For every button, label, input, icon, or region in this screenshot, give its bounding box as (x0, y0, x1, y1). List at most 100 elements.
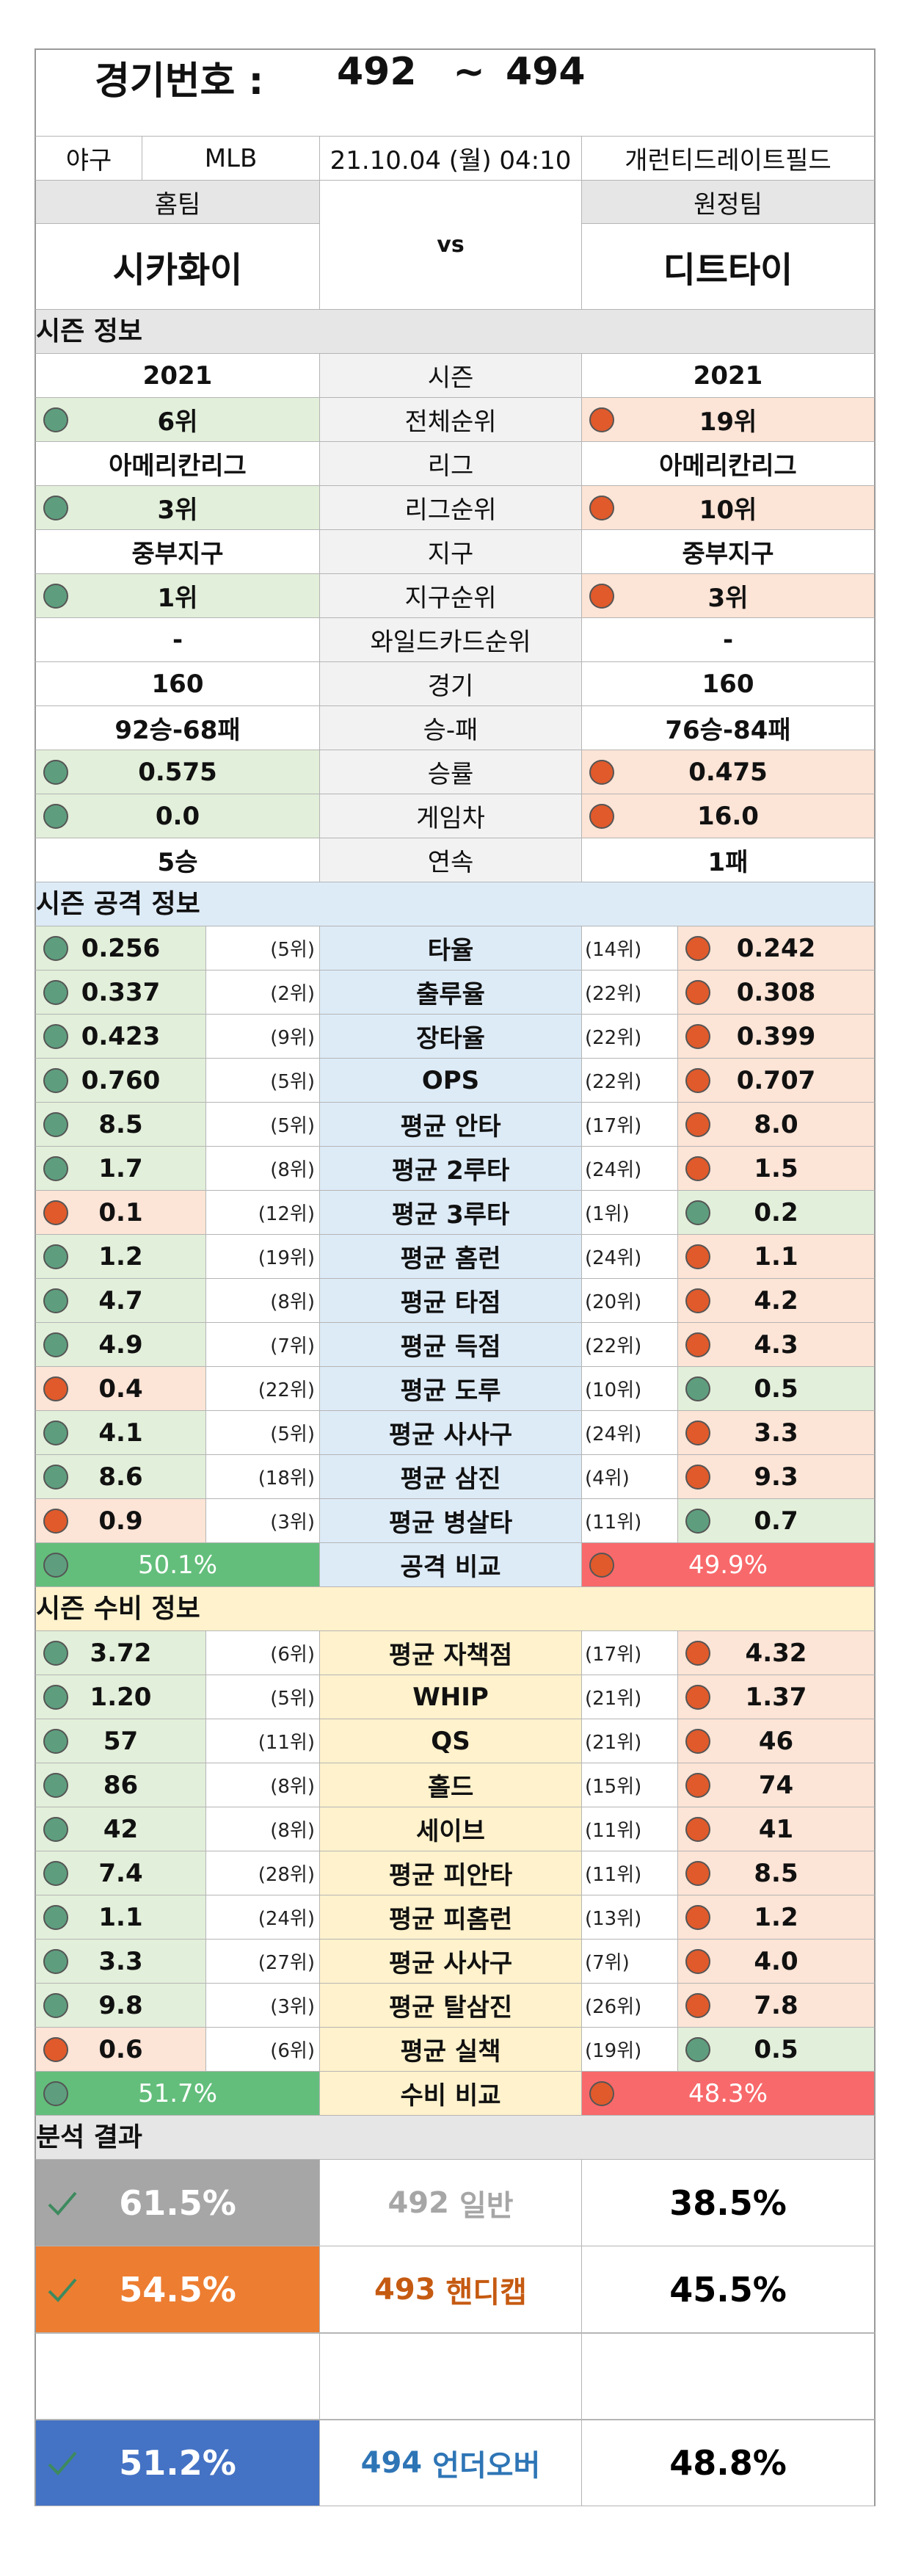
match-number-label: 경기번호 : (95, 59, 264, 104)
away-stat-text: 1.2 (754, 1902, 798, 1932)
away-stat-text: 74 (758, 1770, 794, 1800)
season-away-value: 16.0 (582, 794, 874, 838)
away-stat-rank: (22위) (582, 970, 678, 1014)
home-stat-rank: (5위) (206, 1059, 320, 1102)
away-stat-rank: (19위) (582, 2028, 678, 2071)
defense-row: 1.20 (5위) WHIP (21위) 1.37 (34, 1675, 876, 1719)
away-stat-value: 4.0 (678, 1940, 874, 1983)
attack-info-title-text: 시즌 공격 정보 (36, 889, 200, 919)
home-stat-value: 8.6 (36, 1455, 206, 1498)
home-stat-value: 42 (36, 1807, 206, 1851)
season-away-text: 1패 (707, 848, 749, 877)
red-indicator-icon (43, 1376, 68, 1401)
season-away-text: 76승-84패 (665, 716, 791, 745)
away-stat-value: 0.5 (678, 2028, 874, 2071)
season-home-value: 0.575 (36, 750, 320, 794)
season-away-text: 중부지구 (682, 540, 774, 569)
away-stat-rank: (24위) (582, 1147, 678, 1190)
home-stat-value: 3.3 (36, 1940, 206, 1983)
away-team-block: 원정팀 디트타이 (582, 181, 874, 309)
green-indicator-icon (43, 1023, 68, 1049)
green-indicator-icon (43, 935, 68, 961)
season-stat-label: 리그순위 (320, 486, 582, 529)
away-stat-text: 0.5 (754, 1374, 798, 1404)
away-stat-value: 1.37 (678, 1675, 874, 1719)
stat-label: 타율 (320, 926, 582, 970)
away-stat-value: 8.5 (678, 1851, 874, 1895)
home-stat-value: 9.8 (36, 1984, 206, 2027)
red-indicator-icon (589, 1552, 614, 1578)
away-stat-rank: (24위) (582, 1411, 678, 1454)
away-stat-rank: (13위) (582, 1895, 678, 1939)
season-stat-label: 지구순위 (320, 574, 582, 617)
home-stat-text: 1.2 (98, 1241, 143, 1271)
compare-row: 50.1% 공격 비교 49.9% (34, 1543, 876, 1587)
red-indicator-icon (43, 2036, 68, 2062)
home-stat-text: 1.1 (98, 1902, 143, 1932)
sport-cell: 야구 (36, 137, 142, 180)
match-number-header: 경기번호 : 492 ~ 494 (34, 48, 876, 137)
stat-label: 평균 자책점 (320, 1631, 582, 1675)
season-away-value: 0.475 (582, 750, 874, 794)
checkmark-icon (48, 2191, 77, 2216)
season-stat-label: 경기 (320, 662, 582, 705)
green-indicator-icon (685, 2036, 710, 2062)
stat-label: 평균 3루타 (320, 1191, 582, 1234)
analysis-game-number: 492 (387, 2185, 449, 2220)
defense-info-rows: 3.72 (6위) 평균 자책점 (17위) 4.32 1.20 (5위) WHIP (21위)… (34, 1631, 876, 2072)
home-stat-value: 0.256 (36, 926, 206, 970)
away-compare-text: 49.9% (688, 1550, 768, 1580)
stat-label: 장타율 (320, 1015, 582, 1058)
home-stat-value: 1.7 (36, 1147, 206, 1190)
stat-label: 평균 도루 (320, 1367, 582, 1410)
season-row: 0.0 게임차 16.0 (34, 794, 876, 838)
defense-row: 86 (8위) 홀드 (15위) 74 (34, 1763, 876, 1807)
analysis-row: 51.2% 494 언더오버 48.8% (34, 2420, 876, 2506)
season-home-text: 0.575 (138, 757, 217, 787)
defense-row: 42 (8위) 세이브 (11위) 41 (34, 1807, 876, 1851)
season-home-value: 6위 (36, 398, 320, 441)
away-stat-rank: (1위) (582, 1191, 678, 1234)
analysis-home-percent: 51.2% (36, 2420, 320, 2506)
red-indicator-icon (685, 935, 710, 961)
home-stat-value: 0.9 (36, 1499, 206, 1542)
analysis-away-percent (582, 2334, 874, 2419)
away-stat-value: 0.242 (678, 926, 874, 970)
green-indicator-icon (43, 803, 68, 829)
defense-info-title-text: 시즌 수비 정보 (36, 1594, 200, 1624)
home-stat-value: 1.1 (36, 1895, 206, 1939)
home-stat-value: 3.72 (36, 1631, 206, 1675)
home-stat-text: 0.256 (81, 933, 161, 963)
home-stat-rank: (8위) (206, 1147, 320, 1190)
home-stat-text: 4.1 (98, 1418, 143, 1448)
season-away-text: 2021 (693, 360, 763, 391)
defense-row: 1.1 (24위) 평균 피홈런 (13위) 1.2 (34, 1895, 876, 1940)
season-stat-label: 게임차 (320, 794, 582, 838)
home-stat-rank: (9위) (206, 1015, 320, 1058)
analysis-bet-type: 493 핸디캡 (320, 2246, 582, 2332)
season-home-text: - (172, 625, 183, 655)
home-stat-text: 3.72 (90, 1638, 152, 1668)
red-indicator-icon (685, 1816, 710, 1842)
home-stat-value: 0.4 (36, 1367, 206, 1410)
season-row: 3위 리그순위 10위 (34, 486, 876, 530)
home-stat-text: 1.7 (98, 1153, 143, 1183)
away-stat-value: 4.32 (678, 1631, 874, 1675)
away-stat-rank: (11위) (582, 1499, 678, 1542)
red-indicator-icon (685, 1728, 710, 1754)
home-stat-text: 0.6 (98, 2034, 143, 2064)
home-stat-rank: (19위) (206, 1235, 320, 1278)
season-row: - 와일드카드순위 - (34, 618, 876, 662)
season-stat-label: 시즌 (320, 354, 582, 397)
league-cell: MLB (142, 137, 320, 180)
green-indicator-icon (43, 583, 68, 609)
green-indicator-icon (43, 979, 68, 1005)
home-stat-rank: (6위) (206, 1631, 320, 1675)
green-indicator-icon (43, 407, 68, 432)
stat-label: 평균 사사구 (320, 1411, 582, 1454)
green-indicator-icon (43, 1552, 68, 1578)
home-stat-rank: (5위) (206, 1675, 320, 1719)
stat-label: 평균 득점 (320, 1323, 582, 1366)
stat-label: 출루율 (320, 970, 582, 1014)
away-stat-rank: (11위) (582, 1851, 678, 1895)
